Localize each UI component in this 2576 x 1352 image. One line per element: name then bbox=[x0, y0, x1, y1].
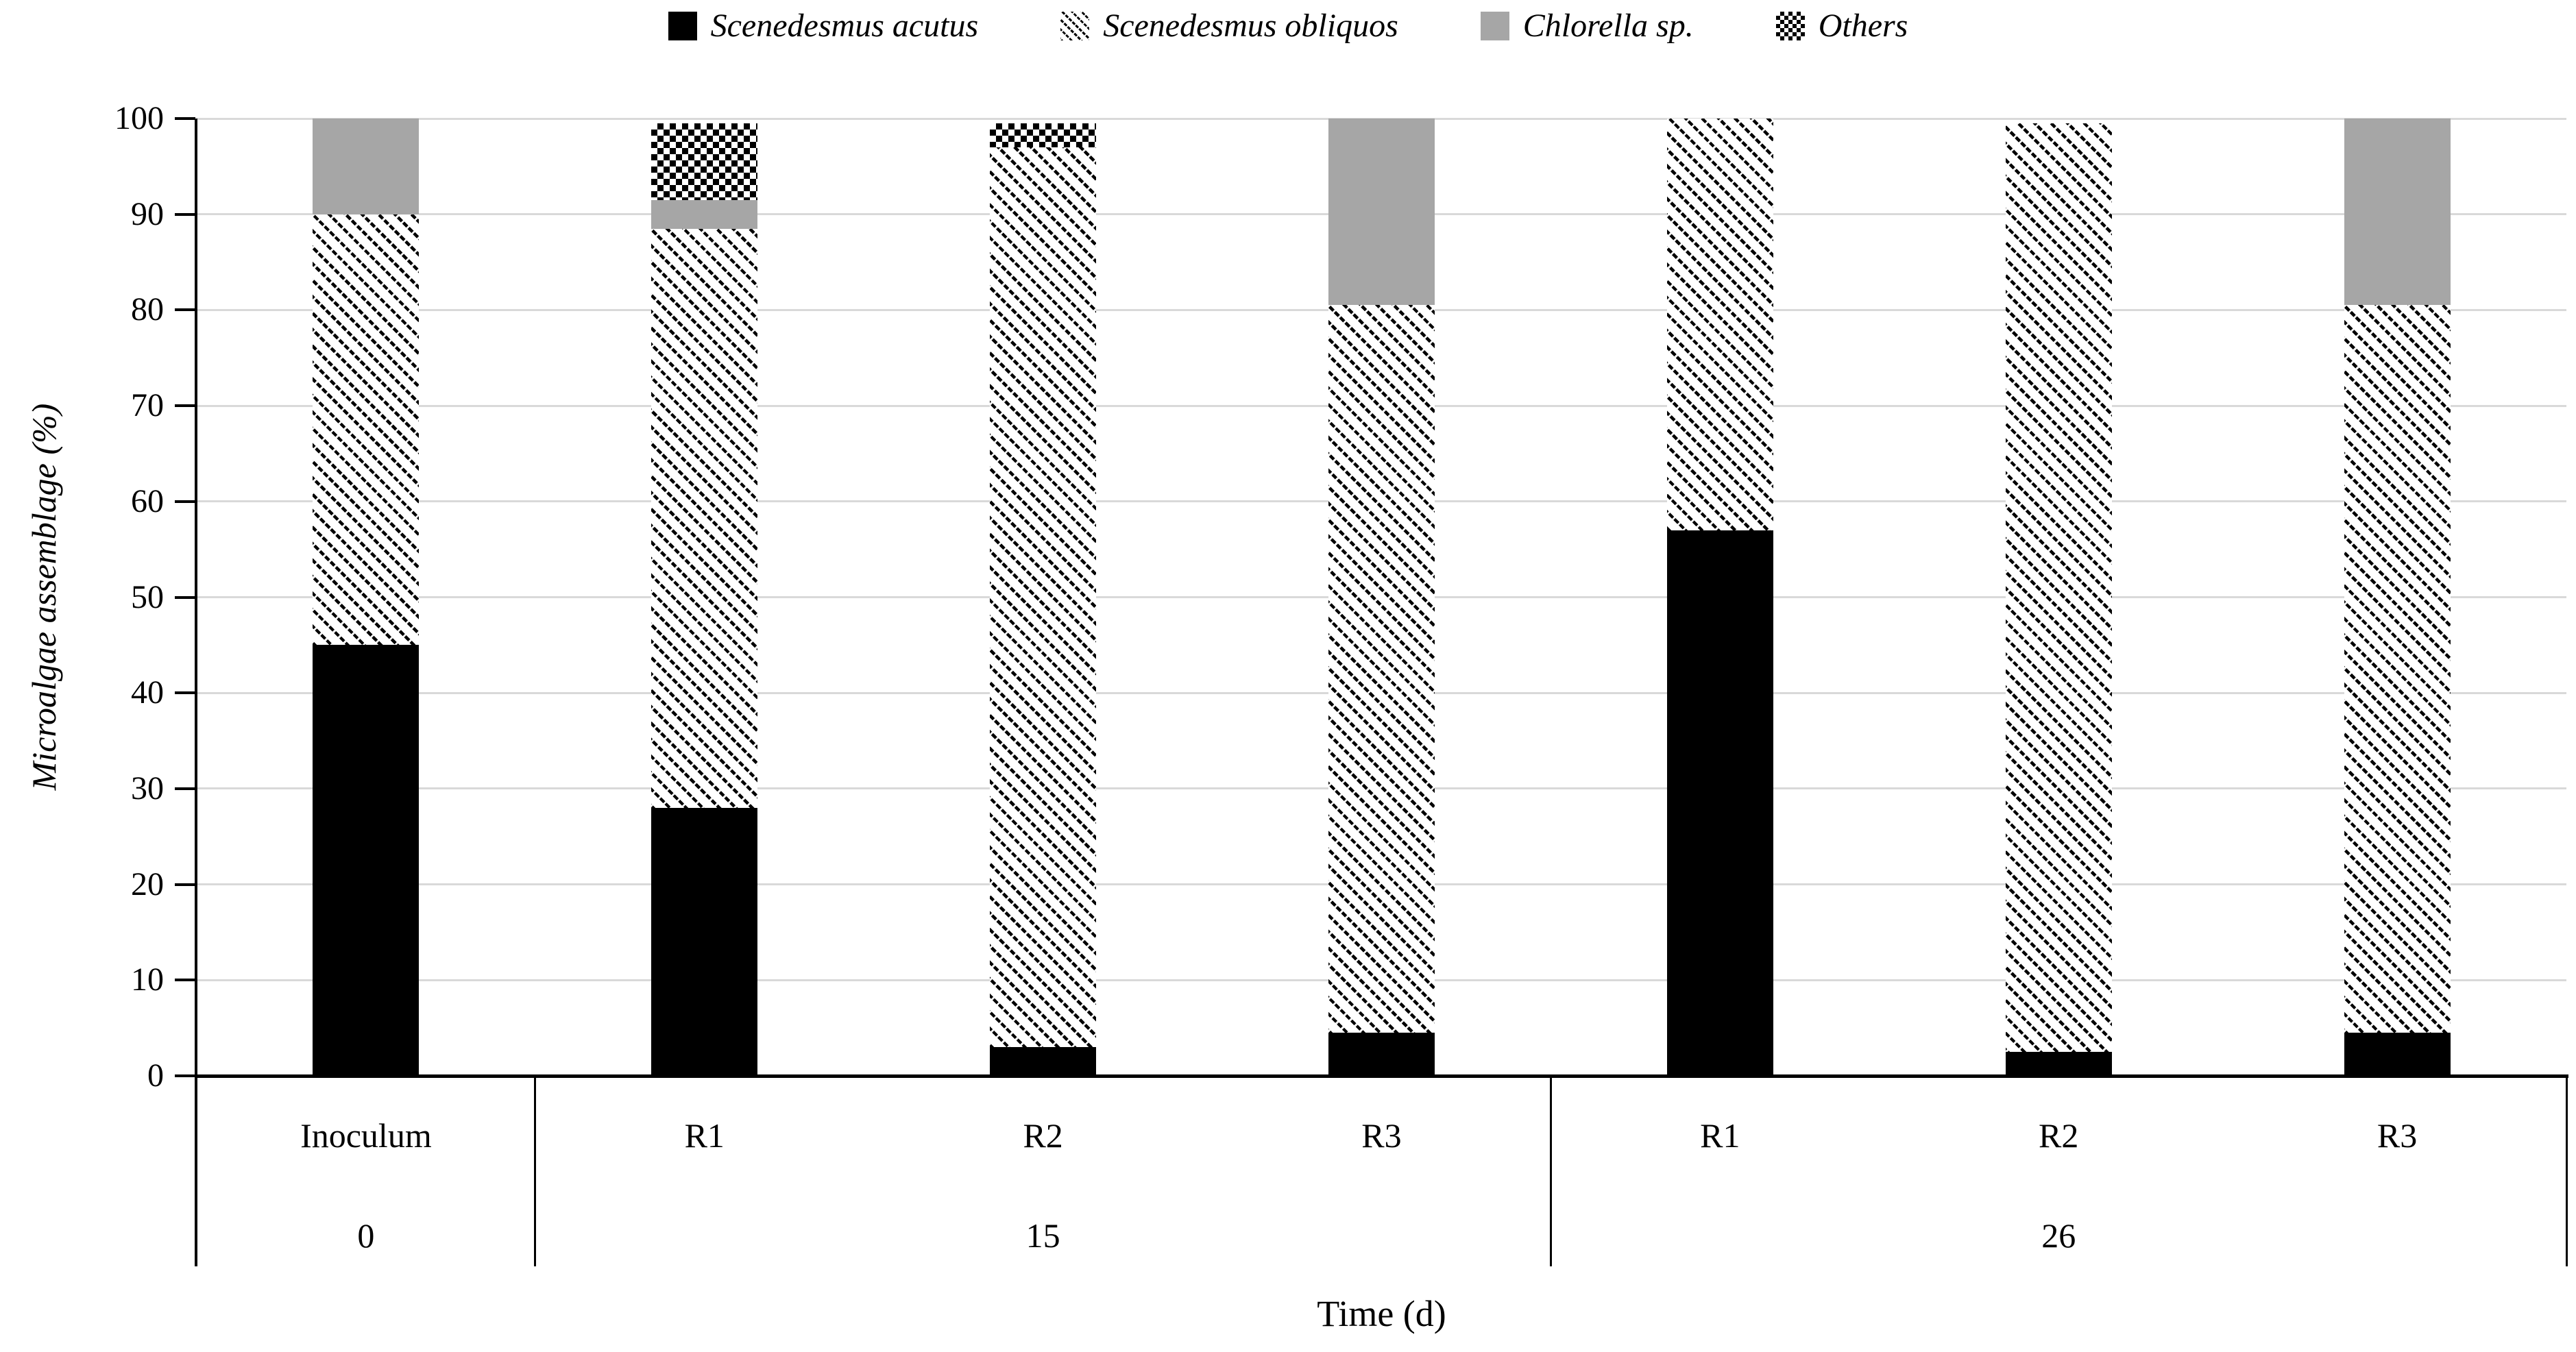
time-group-label: 15 bbox=[1025, 1216, 1060, 1255]
bar-segment bbox=[2344, 305, 2451, 1033]
y-tick-label: 60 bbox=[131, 482, 164, 519]
bar-segment bbox=[1328, 119, 1435, 306]
bar-segment bbox=[651, 123, 758, 200]
bar-segment bbox=[2344, 1033, 2451, 1076]
group-divider bbox=[534, 1076, 537, 1266]
y-axis-tick bbox=[175, 117, 195, 120]
category-label: R3 bbox=[2377, 1116, 2418, 1155]
time-group-label: 0 bbox=[357, 1216, 375, 1255]
x-axis-baseline bbox=[195, 1074, 2568, 1078]
bar-segment bbox=[1666, 530, 1773, 1076]
y-axis-tick bbox=[175, 691, 195, 695]
category-label: R1 bbox=[684, 1116, 725, 1155]
legend-item: Scenedesmus obliquos bbox=[1060, 7, 1398, 45]
bar-segment bbox=[651, 228, 758, 808]
y-tick-label: 80 bbox=[131, 291, 164, 328]
bar-segment bbox=[2005, 123, 2112, 1053]
category-label: Inoculum bbox=[300, 1116, 432, 1155]
y-tick-label: 0 bbox=[147, 1057, 164, 1094]
y-tick-label: 50 bbox=[131, 578, 164, 615]
legend-item: Others bbox=[1775, 7, 1908, 45]
bar-segment bbox=[651, 199, 758, 229]
legend-item-label: Scenedesmus acutus bbox=[710, 8, 979, 44]
y-tick-label: 70 bbox=[131, 387, 164, 424]
group-divider bbox=[1549, 1076, 1552, 1266]
y-tick-label: 40 bbox=[131, 674, 164, 711]
legend-item: Scenedesmus acutus bbox=[668, 7, 979, 45]
bar-segment bbox=[313, 119, 420, 214]
bar-segment bbox=[2005, 1052, 2112, 1076]
y-tick-label: 30 bbox=[131, 770, 164, 807]
legend-item-label: Chlorella sp. bbox=[1522, 8, 1694, 44]
bar-segment bbox=[990, 1047, 1097, 1076]
y-axis-tick bbox=[175, 308, 195, 312]
y-axis-tick bbox=[175, 500, 195, 503]
checker-swatch-icon bbox=[1775, 11, 1805, 40]
black-square-swatch-icon bbox=[668, 11, 697, 40]
bar-segment bbox=[313, 214, 420, 646]
bar-segment bbox=[1666, 119, 1773, 530]
y-axis-tick bbox=[175, 212, 195, 216]
bar-segment bbox=[1328, 1033, 1435, 1076]
time-group-label: 26 bbox=[2041, 1216, 2076, 1255]
category-label: R3 bbox=[1361, 1116, 1402, 1155]
y-axis-tick bbox=[175, 1074, 195, 1077]
gray-square-swatch-icon bbox=[1480, 11, 1509, 40]
legend: Scenedesmus acutus Scenedesmus obliquos Ch… bbox=[0, 7, 2576, 45]
y-axis-tick bbox=[175, 404, 195, 408]
y-tick-label: 10 bbox=[131, 961, 164, 998]
x-axis-title: Time (d) bbox=[1317, 1293, 1446, 1334]
category-label: R2 bbox=[2039, 1116, 2079, 1155]
y-tick-label: 100 bbox=[114, 100, 164, 136]
bar-segment bbox=[651, 807, 758, 1076]
y-tick-label: 90 bbox=[131, 195, 164, 232]
y-axis-tick bbox=[175, 979, 195, 982]
legend-item-label: Scenedesmus obliquos bbox=[1103, 8, 1398, 44]
bar-segment bbox=[2344, 119, 2451, 306]
legend-item: Chlorella sp. bbox=[1480, 7, 1694, 45]
diagonal-hatch-swatch-icon bbox=[1060, 11, 1090, 40]
y-axis-tick bbox=[175, 883, 195, 886]
bar-segment bbox=[990, 123, 1097, 147]
category-label: R2 bbox=[1023, 1116, 1063, 1155]
group-divider bbox=[2565, 1076, 2568, 1266]
y-axis-tick bbox=[175, 595, 195, 599]
y-axis-tick bbox=[175, 787, 195, 790]
bar-segment bbox=[313, 645, 420, 1076]
bar-segment bbox=[1328, 305, 1435, 1033]
y-axis-line bbox=[195, 119, 197, 1266]
y-tick-label: 20 bbox=[131, 865, 164, 902]
legend-item-label: Others bbox=[1818, 8, 1908, 44]
bar-segment bbox=[990, 147, 1097, 1048]
category-label: R1 bbox=[1700, 1116, 1740, 1155]
